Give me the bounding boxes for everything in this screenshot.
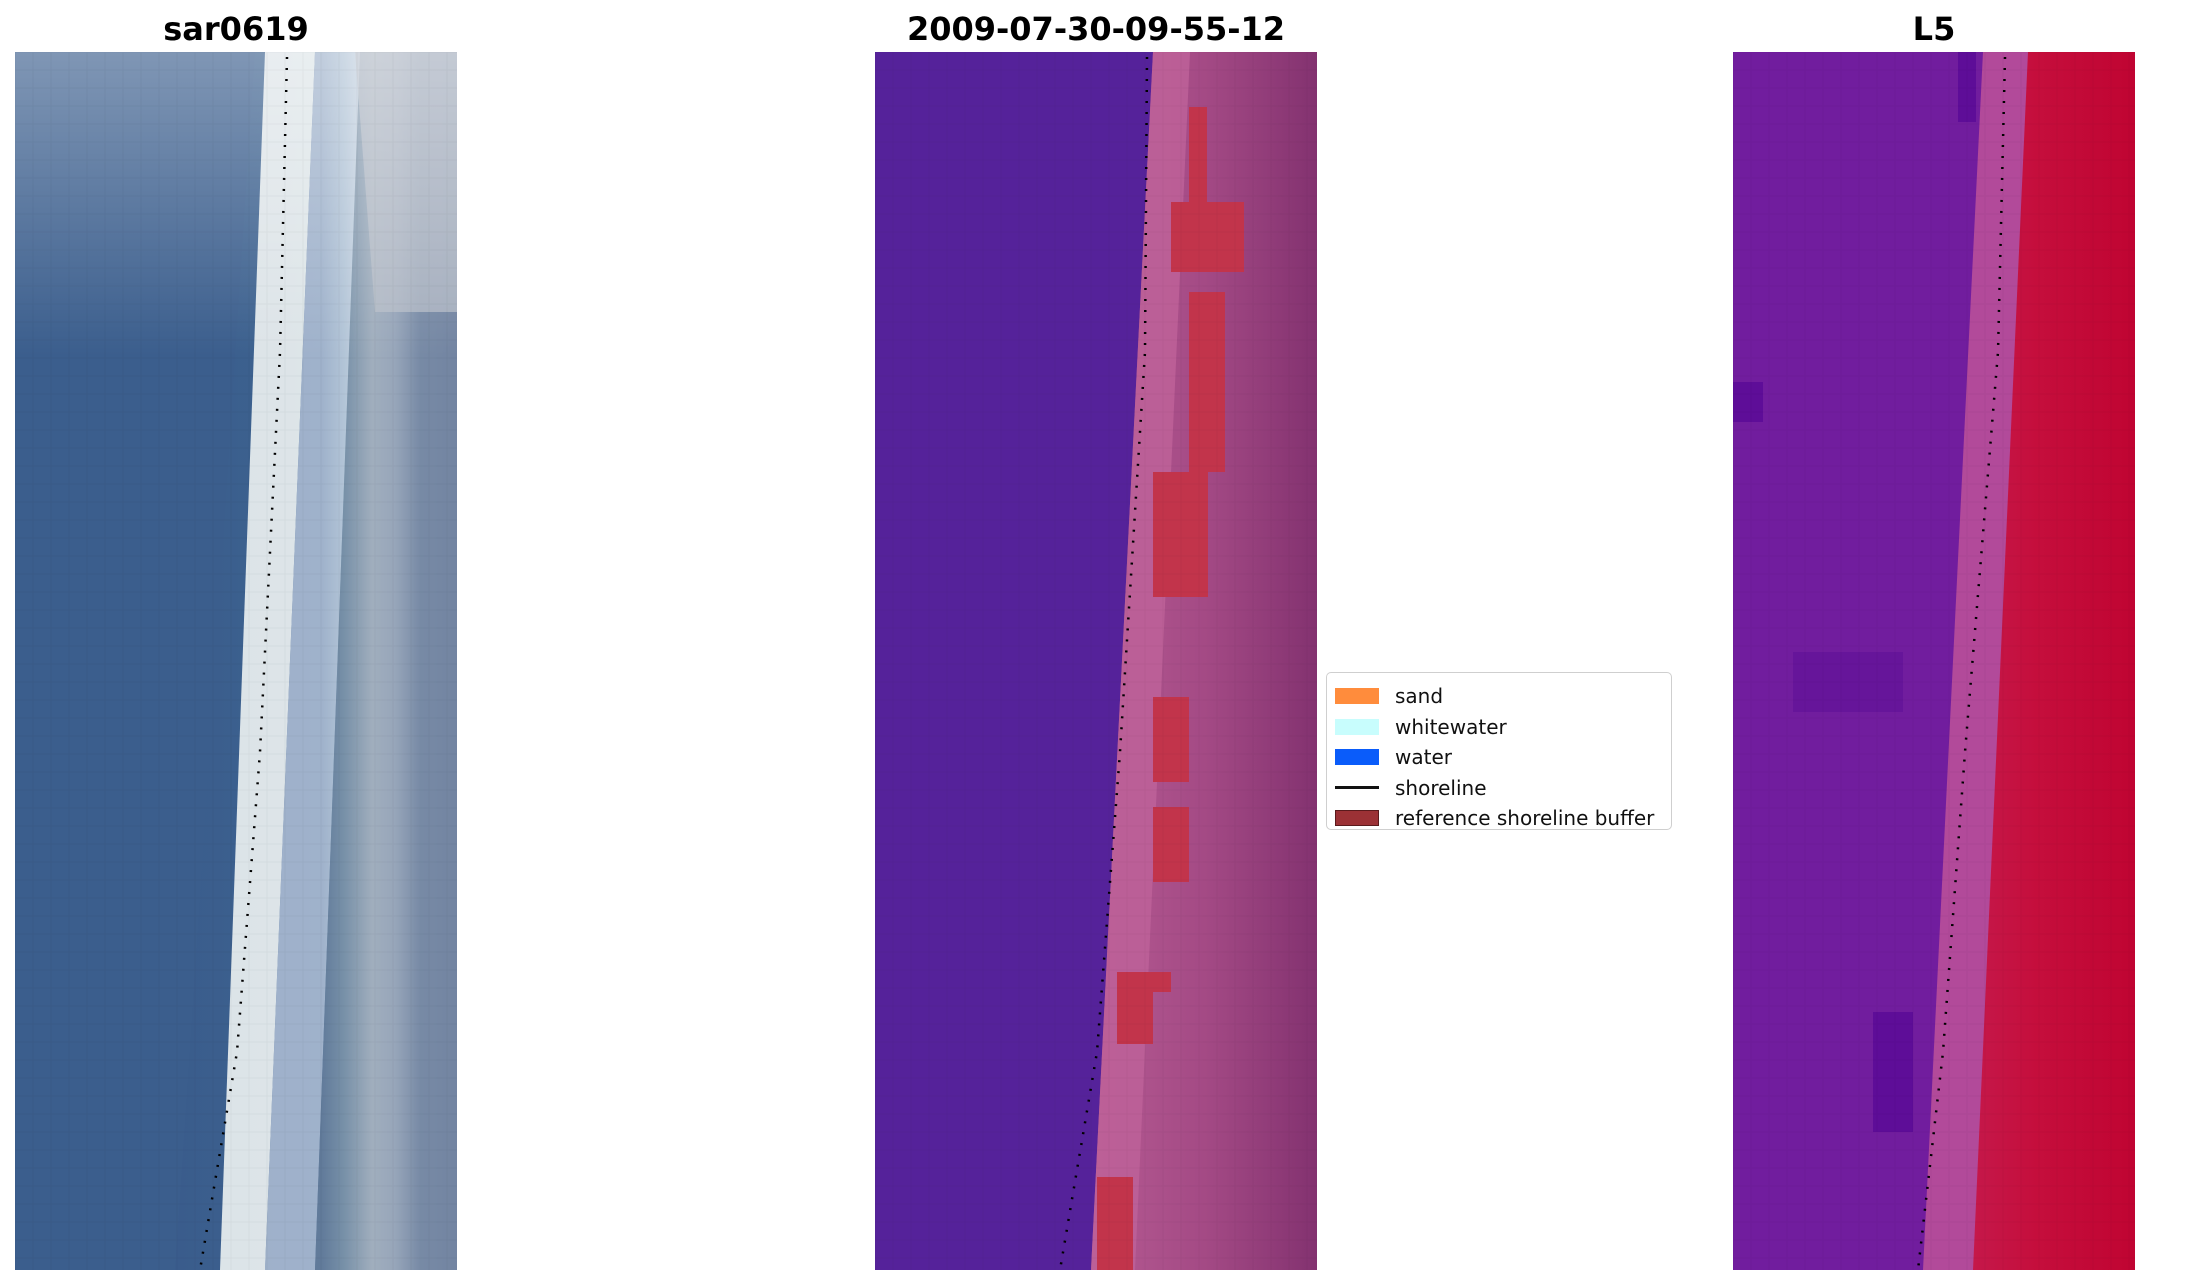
panel-title-rgb: sar0619: [163, 10, 309, 48]
legend-label-sand: sand: [1395, 684, 1444, 709]
rgb-image: [15, 52, 457, 1270]
rgb-image-panel: [15, 52, 457, 1270]
panel-title-index: L5: [1912, 10, 1956, 48]
legend-line-shoreline: [1335, 786, 1379, 790]
legend-item-sand: sand: [1335, 681, 1663, 712]
index-image: [1733, 52, 2135, 1270]
legend-swatch-whitewater: [1335, 718, 1379, 735]
legend-item-water: water: [1335, 742, 1663, 773]
legend-item-reference-buffer: reference shoreline buffer: [1335, 803, 1663, 834]
legend-item-shoreline: shoreline: [1335, 773, 1663, 804]
legend-label-water: water: [1395, 745, 1452, 770]
legend-swatch-reference-buffer: [1335, 810, 1379, 827]
legend-label-reference-buffer: reference shoreline buffer: [1395, 806, 1655, 831]
panel-title-classification: 2009-07-30-09-55-12: [906, 10, 1286, 48]
legend-label-whitewater: whitewater: [1395, 714, 1507, 739]
legend-swatch-sand: [1335, 688, 1379, 705]
index-panel: [1733, 52, 2135, 1270]
classification-panel: [875, 52, 1317, 1270]
legend-item-whitewater: whitewater: [1335, 712, 1663, 743]
legend: sand whitewater water shoreline referenc…: [1326, 672, 1672, 830]
legend-swatch-water: [1335, 749, 1379, 766]
classification-map: [875, 52, 1317, 1270]
legend-label-shoreline: shoreline: [1395, 775, 1487, 800]
